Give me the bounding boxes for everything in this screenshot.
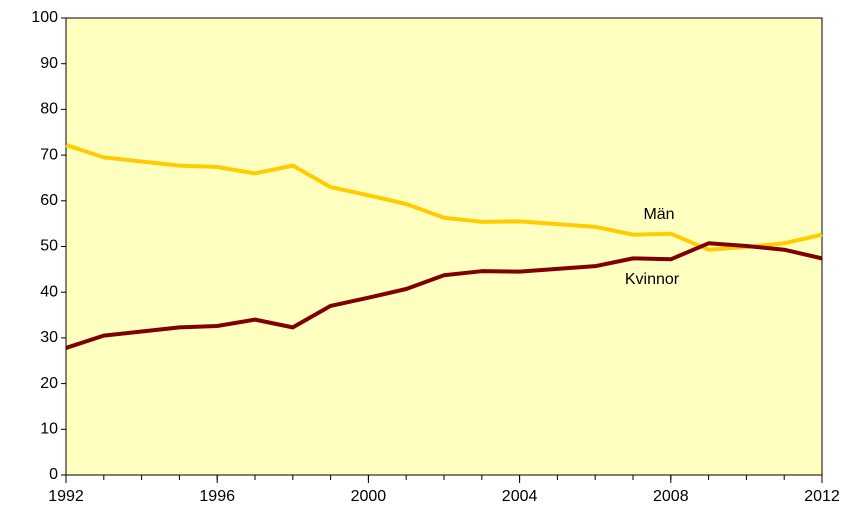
y-tick-label: 10 [40, 421, 58, 438]
y-tick-label: 100 [31, 9, 58, 26]
x-tick-label: 1996 [199, 488, 235, 505]
x-tick-label: 1992 [48, 488, 84, 505]
x-tick-label: 2012 [804, 488, 840, 505]
y-tick-label: 20 [40, 375, 58, 392]
y-tick-label: 50 [40, 238, 58, 255]
y-tick-label: 70 [40, 146, 58, 163]
x-tick-label: 2000 [351, 488, 387, 505]
y-tick-label: 60 [40, 192, 58, 209]
x-tick-label: 2008 [653, 488, 689, 505]
x-tick-label: 2004 [502, 488, 538, 505]
y-tick-label: 80 [40, 101, 58, 118]
y-tick-label: 30 [40, 329, 58, 346]
series-label: Män [643, 206, 674, 223]
series-line [65, 143, 823, 252]
y-tick-label: 90 [40, 55, 58, 72]
series-label: Kvinnor [625, 271, 680, 288]
y-tick-label: 0 [49, 466, 58, 483]
series-line [65, 241, 823, 350]
y-tick-label: 40 [40, 283, 58, 300]
plot-area [65, 17, 823, 476]
